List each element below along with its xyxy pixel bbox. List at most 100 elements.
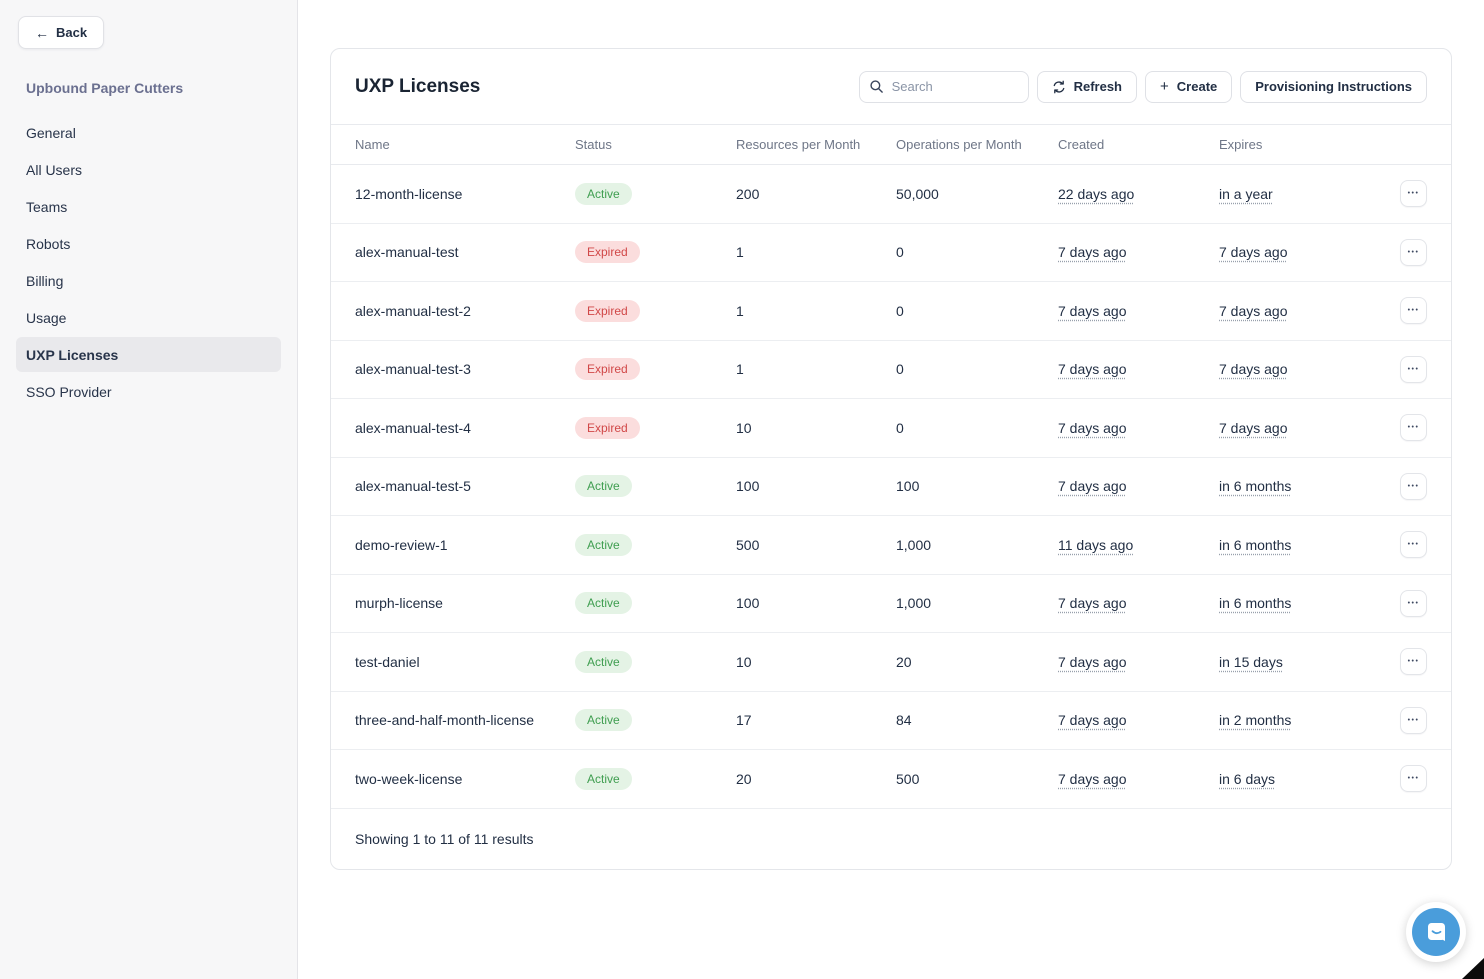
sidebar: ← Back Upbound Paper Cutters General All… (0, 0, 298, 979)
table-row: alex-manual-test-4 Expired 10 0 7 days a… (331, 399, 1451, 458)
expires-value[interactable]: 7 days ago (1219, 419, 1288, 436)
resources-per-month-value: 17 (736, 712, 752, 729)
row-actions-button[interactable]: ••• (1400, 472, 1427, 500)
chat-bubble-icon (1428, 923, 1445, 941)
search-input[interactable] (858, 70, 1029, 103)
sidebar-item-label: UXP Licenses (26, 346, 119, 363)
license-name: two-week-license (355, 770, 463, 787)
expires-value[interactable]: in 6 months (1219, 536, 1292, 553)
status-badge: Active (575, 592, 632, 615)
sidebar-item-label: General (26, 124, 76, 141)
resources-per-month-value: 1 (736, 244, 744, 261)
created-value[interactable]: 7 days ago (1058, 302, 1127, 319)
license-name: alex-manual-test-4 (355, 419, 471, 436)
row-actions-button[interactable]: ••• (1400, 238, 1427, 266)
sidebar-item-label: Teams (26, 198, 68, 215)
expires-value[interactable]: in 15 days (1219, 653, 1283, 670)
refresh-button[interactable]: Refresh (1036, 70, 1138, 103)
expires-value[interactable]: 7 days ago (1219, 244, 1288, 261)
operations-per-month-value: 1,000 (896, 536, 932, 553)
create-button[interactable]: + Create (1145, 70, 1233, 103)
uxp-licenses-card: UXP Licenses Refresh + Cr (330, 48, 1452, 870)
sidebar-item-sso-provider[interactable]: SSO Provider (16, 374, 281, 409)
license-name: 12-month-license (355, 185, 463, 202)
expires-value[interactable]: in 6 days (1219, 770, 1276, 787)
expires-value[interactable]: in a year (1219, 185, 1273, 202)
row-actions-button[interactable]: ••• (1400, 706, 1427, 734)
header-controls: Refresh + Create Provisioning Instructio… (858, 70, 1427, 103)
created-value[interactable]: 7 days ago (1058, 244, 1127, 261)
ellipsis-icon: ••• (1407, 190, 1420, 198)
created-value[interactable]: 7 days ago (1058, 770, 1127, 787)
create-label: Create (1176, 79, 1218, 94)
created-value[interactable]: 7 days ago (1058, 653, 1127, 670)
operations-per-month-value: 84 (896, 712, 912, 729)
plus-icon: + (1160, 78, 1169, 95)
chat-launcher-button[interactable] (1412, 908, 1460, 956)
license-name: murph-license (355, 595, 443, 612)
ellipsis-icon: ••• (1407, 307, 1420, 315)
sidebar-item-robots[interactable]: Robots (16, 226, 281, 261)
row-actions-button[interactable]: ••• (1400, 531, 1427, 559)
row-actions-button[interactable]: ••• (1400, 297, 1427, 325)
license-name: three-and-half-month-license (355, 712, 534, 729)
sidebar-item-usage[interactable]: Usage (16, 300, 281, 335)
sidebar-nav: General All Users Teams Robots Billing U… (0, 115, 297, 409)
row-actions-button[interactable]: ••• (1400, 414, 1427, 442)
back-arrow-icon: ← (35, 24, 49, 41)
created-value[interactable]: 7 days ago (1058, 361, 1127, 378)
expires-value[interactable]: 7 days ago (1219, 361, 1288, 378)
operations-per-month-value: 20 (896, 653, 912, 670)
created-value[interactable]: 7 days ago (1058, 712, 1127, 729)
card-header: UXP Licenses Refresh + Cr (331, 49, 1451, 125)
created-value[interactable]: 11 days ago (1058, 536, 1134, 553)
created-value[interactable]: 7 days ago (1058, 595, 1127, 612)
row-actions-button[interactable]: ••• (1400, 765, 1427, 793)
provisioning-label: Provisioning Instructions (1255, 79, 1412, 94)
table-row: test-daniel Active 10 20 7 days ago in 1… (331, 633, 1451, 692)
ellipsis-icon: ••• (1407, 599, 1420, 607)
created-value[interactable]: 7 days ago (1058, 419, 1127, 436)
operations-per-month-value: 0 (896, 302, 904, 319)
row-actions-button[interactable]: ••• (1400, 589, 1427, 617)
table-row: demo-review-1 Active 500 1,000 11 days a… (331, 516, 1451, 575)
table-row: two-week-license Active 20 500 7 days ag… (331, 750, 1451, 809)
operations-per-month-value: 1,000 (896, 595, 932, 612)
row-actions-button[interactable]: ••• (1400, 355, 1427, 383)
resources-per-month-value: 10 (736, 419, 752, 436)
status-badge: Active (575, 533, 632, 556)
sidebar-item-all-users[interactable]: All Users (16, 152, 281, 187)
status-badge: Active (575, 475, 632, 498)
operations-per-month-value: 500 (896, 770, 920, 787)
sidebar-item-general[interactable]: General (16, 115, 281, 150)
sidebar-item-teams[interactable]: Teams (16, 189, 281, 224)
org-name: Upbound Paper Cutters (26, 80, 184, 96)
expires-value[interactable]: in 2 months (1219, 712, 1292, 729)
sidebar-item-label: Robots (26, 235, 71, 252)
operations-per-month-value: 0 (896, 244, 904, 261)
row-actions-button[interactable]: ••• (1400, 180, 1427, 208)
expires-value[interactable]: in 6 months (1219, 595, 1292, 612)
column-header-expires: Expires (1219, 137, 1263, 152)
expires-value[interactable]: 7 days ago (1219, 302, 1288, 319)
resources-per-month-value: 1 (736, 361, 744, 378)
resources-per-month-value: 500 (736, 536, 760, 553)
license-name: demo-review-1 (355, 536, 448, 553)
status-badge: Expired (575, 358, 640, 381)
sidebar-item-label: Billing (26, 272, 64, 289)
sidebar-item-billing[interactable]: Billing (16, 263, 281, 298)
provisioning-instructions-button[interactable]: Provisioning Instructions (1240, 70, 1427, 103)
created-value[interactable]: 7 days ago (1058, 478, 1127, 495)
created-value[interactable]: 22 days ago (1058, 185, 1135, 202)
expires-value[interactable]: in 6 months (1219, 478, 1292, 495)
table-row: alex-manual-test-2 Expired 1 0 7 days ag… (331, 282, 1451, 341)
license-name: alex-manual-test (355, 244, 459, 261)
ellipsis-icon: ••• (1407, 482, 1420, 490)
back-button[interactable]: ← Back (18, 16, 105, 49)
status-badge: Active (575, 767, 632, 790)
back-button-label: Back (56, 25, 88, 40)
refresh-icon (1053, 80, 1064, 93)
sidebar-item-uxp-licenses[interactable]: UXP Licenses (16, 337, 281, 372)
row-actions-button[interactable]: ••• (1400, 648, 1427, 676)
resources-per-month-value: 200 (736, 185, 760, 202)
